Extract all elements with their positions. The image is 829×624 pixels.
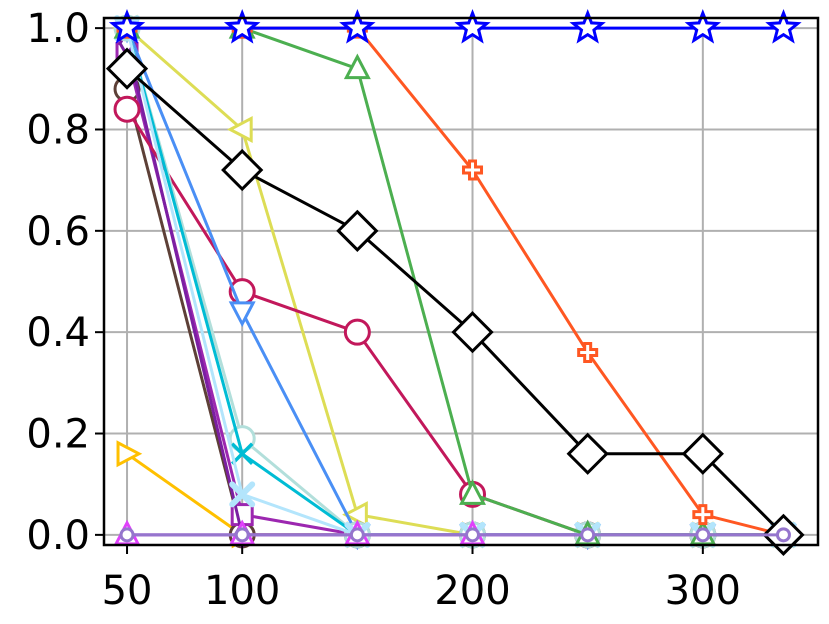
circle-point <box>465 527 481 543</box>
circle-point <box>113 95 141 123</box>
triangle-left-point <box>226 116 253 143</box>
triangle-up-point <box>459 479 486 505</box>
plus-point <box>462 159 484 181</box>
axis-ticks: 50 100 200 300 0.0 0.2 0.4 0.6 0.8 1.0 <box>26 6 741 614</box>
plus-point <box>577 341 599 363</box>
star-point <box>569 8 606 44</box>
y-tick-label: 0.4 <box>26 310 90 356</box>
circle-point <box>343 318 371 346</box>
triangle-up-point <box>343 53 371 80</box>
star-point <box>454 8 491 44</box>
plus-point <box>692 504 714 526</box>
diamond-point <box>566 432 609 475</box>
y-tick-label: 0.0 <box>26 513 90 559</box>
triangle-left-point <box>342 501 368 529</box>
y-tick-label: 0.2 <box>26 412 90 458</box>
circle-point <box>234 527 250 543</box>
series-15 <box>105 47 805 556</box>
x-point <box>229 481 256 508</box>
triangle-down-point <box>228 301 256 328</box>
x-tick-label: 300 <box>665 568 741 614</box>
circle-point <box>775 527 791 543</box>
x-tick-label: 100 <box>204 568 280 614</box>
circle-point <box>119 527 135 543</box>
diamond-point <box>681 432 724 475</box>
y-tick-label: 0.8 <box>26 107 90 153</box>
triangle-right-point <box>116 440 143 468</box>
star-point <box>108 8 146 44</box>
series-16 <box>108 8 802 44</box>
series-group <box>105 8 805 556</box>
y-tick-label: 0.6 <box>26 209 90 255</box>
star-point <box>223 8 261 44</box>
x-tick-label: 200 <box>434 568 510 614</box>
star-point <box>765 8 802 44</box>
diamond-point <box>105 47 149 90</box>
y-tick-label: 1.0 <box>26 6 90 52</box>
circle-point <box>695 527 711 543</box>
plot-frame <box>102 16 820 547</box>
diamond-point <box>451 311 494 354</box>
diamond-point <box>336 209 379 252</box>
circle-point <box>349 527 365 543</box>
x-point <box>230 442 254 466</box>
star-point <box>339 8 376 44</box>
diamond-point <box>221 148 264 192</box>
series-17 <box>119 527 791 543</box>
circle-point <box>580 527 596 543</box>
star-point <box>684 8 722 44</box>
x-tick-label: 50 <box>102 568 153 614</box>
